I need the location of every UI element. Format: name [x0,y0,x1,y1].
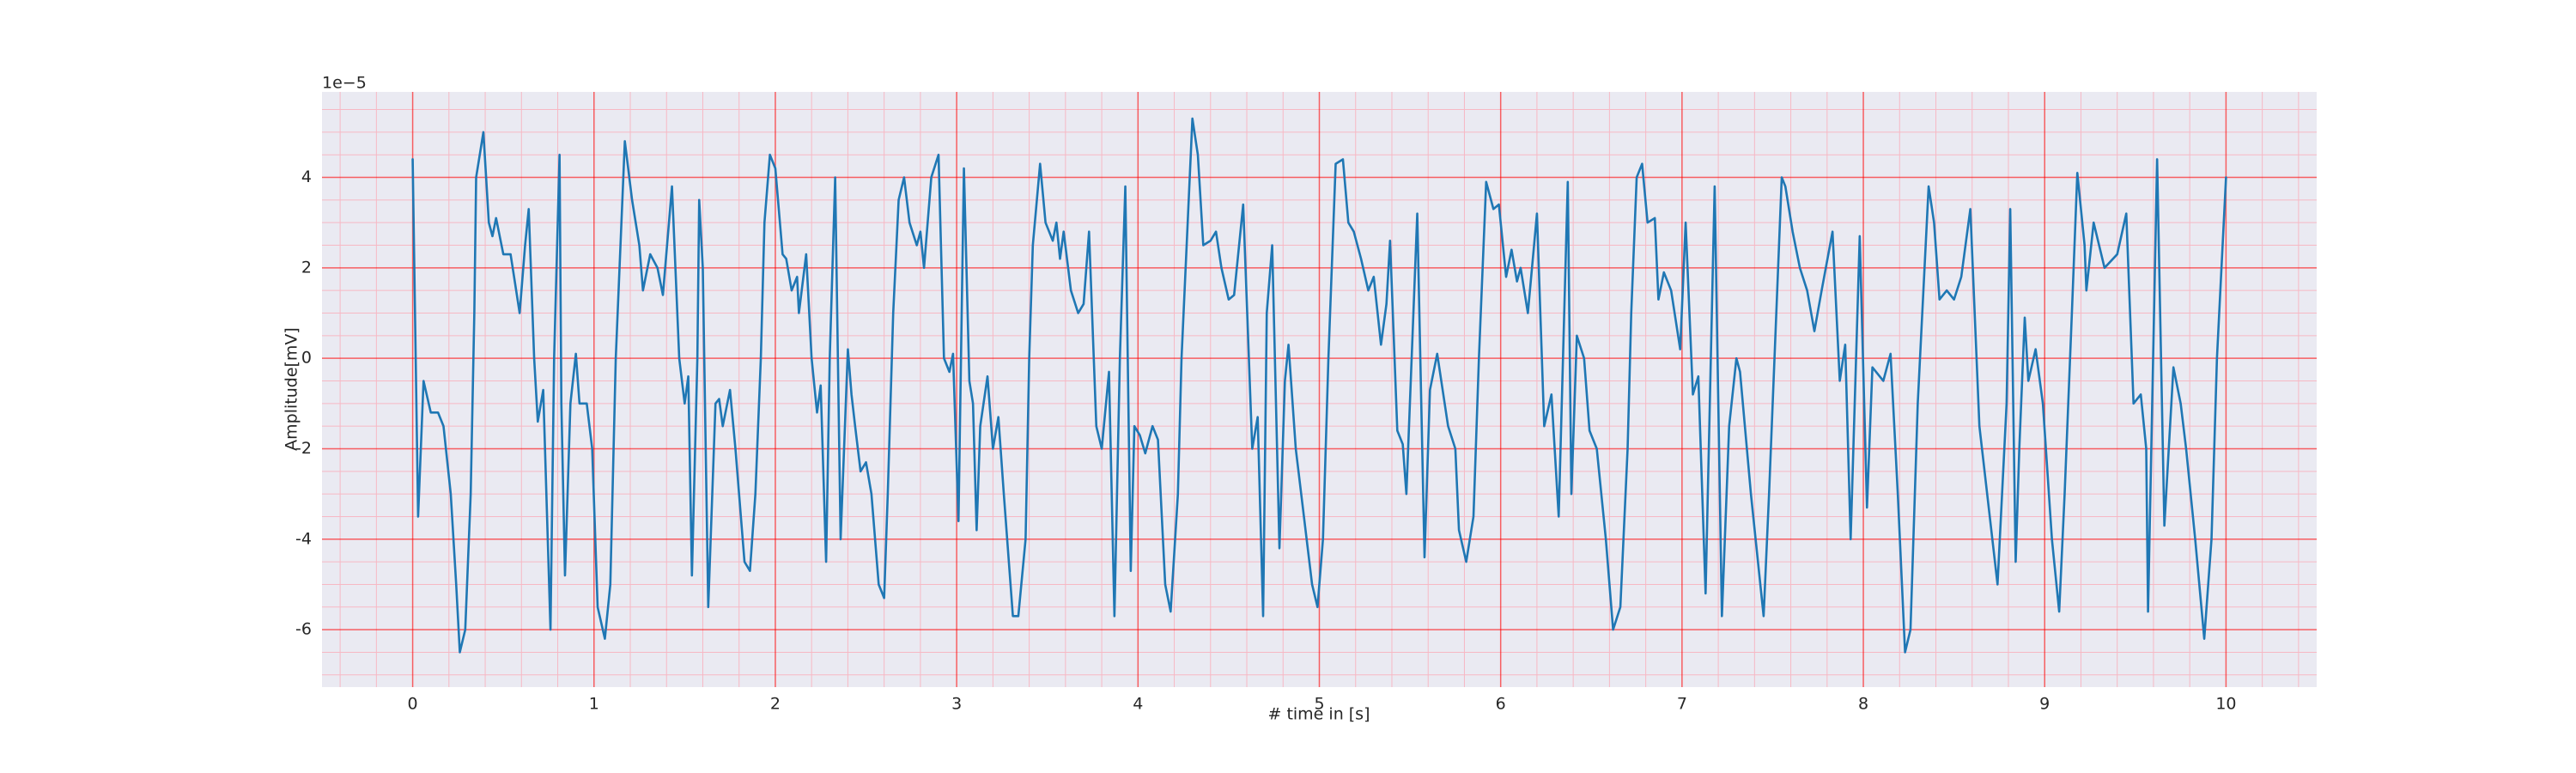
line-series [411,117,2227,654]
x-tick-label: 2 [770,695,781,714]
x-axis-label: # time in [s] [1267,705,1370,724]
y-tick-label: -4 [295,529,312,548]
x-tick-label: 9 [2039,695,2050,714]
y-axis-label: Amplitude[mV] [283,327,301,451]
x-tick-label: 8 [1858,695,1868,714]
x-tick-label: 1 [589,695,599,714]
x-tick-label: 4 [1133,695,1143,714]
y-tick-label: 2 [301,258,312,277]
x-tick-label: 6 [1496,695,1506,714]
x-tick-label: 7 [1677,695,1687,714]
y-tick-label: -2 [295,439,312,458]
x-tick-label: 5 [1314,695,1324,714]
x-tick-label: 10 [2215,695,2236,714]
y-tick-label: 0 [301,349,312,368]
y-tick-label: 4 [301,167,312,186]
y-tick-label: -6 [295,620,312,639]
x-tick-label: 0 [408,695,418,714]
x-tick-label: 3 [951,695,962,714]
y-offset-label: 1e−5 [322,74,367,93]
